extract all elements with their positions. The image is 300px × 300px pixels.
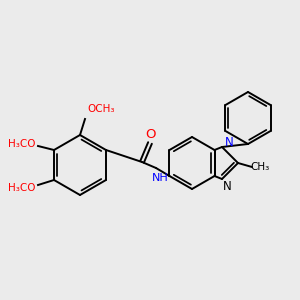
Text: H₃CO: H₃CO bbox=[8, 183, 35, 193]
Text: N: N bbox=[225, 136, 233, 149]
Text: NH: NH bbox=[152, 173, 168, 183]
Text: OCH₃: OCH₃ bbox=[87, 104, 115, 114]
Text: N: N bbox=[223, 181, 231, 194]
Text: O: O bbox=[146, 128, 156, 142]
Text: H₃CO: H₃CO bbox=[8, 139, 35, 149]
Text: CH₃: CH₃ bbox=[250, 162, 270, 172]
